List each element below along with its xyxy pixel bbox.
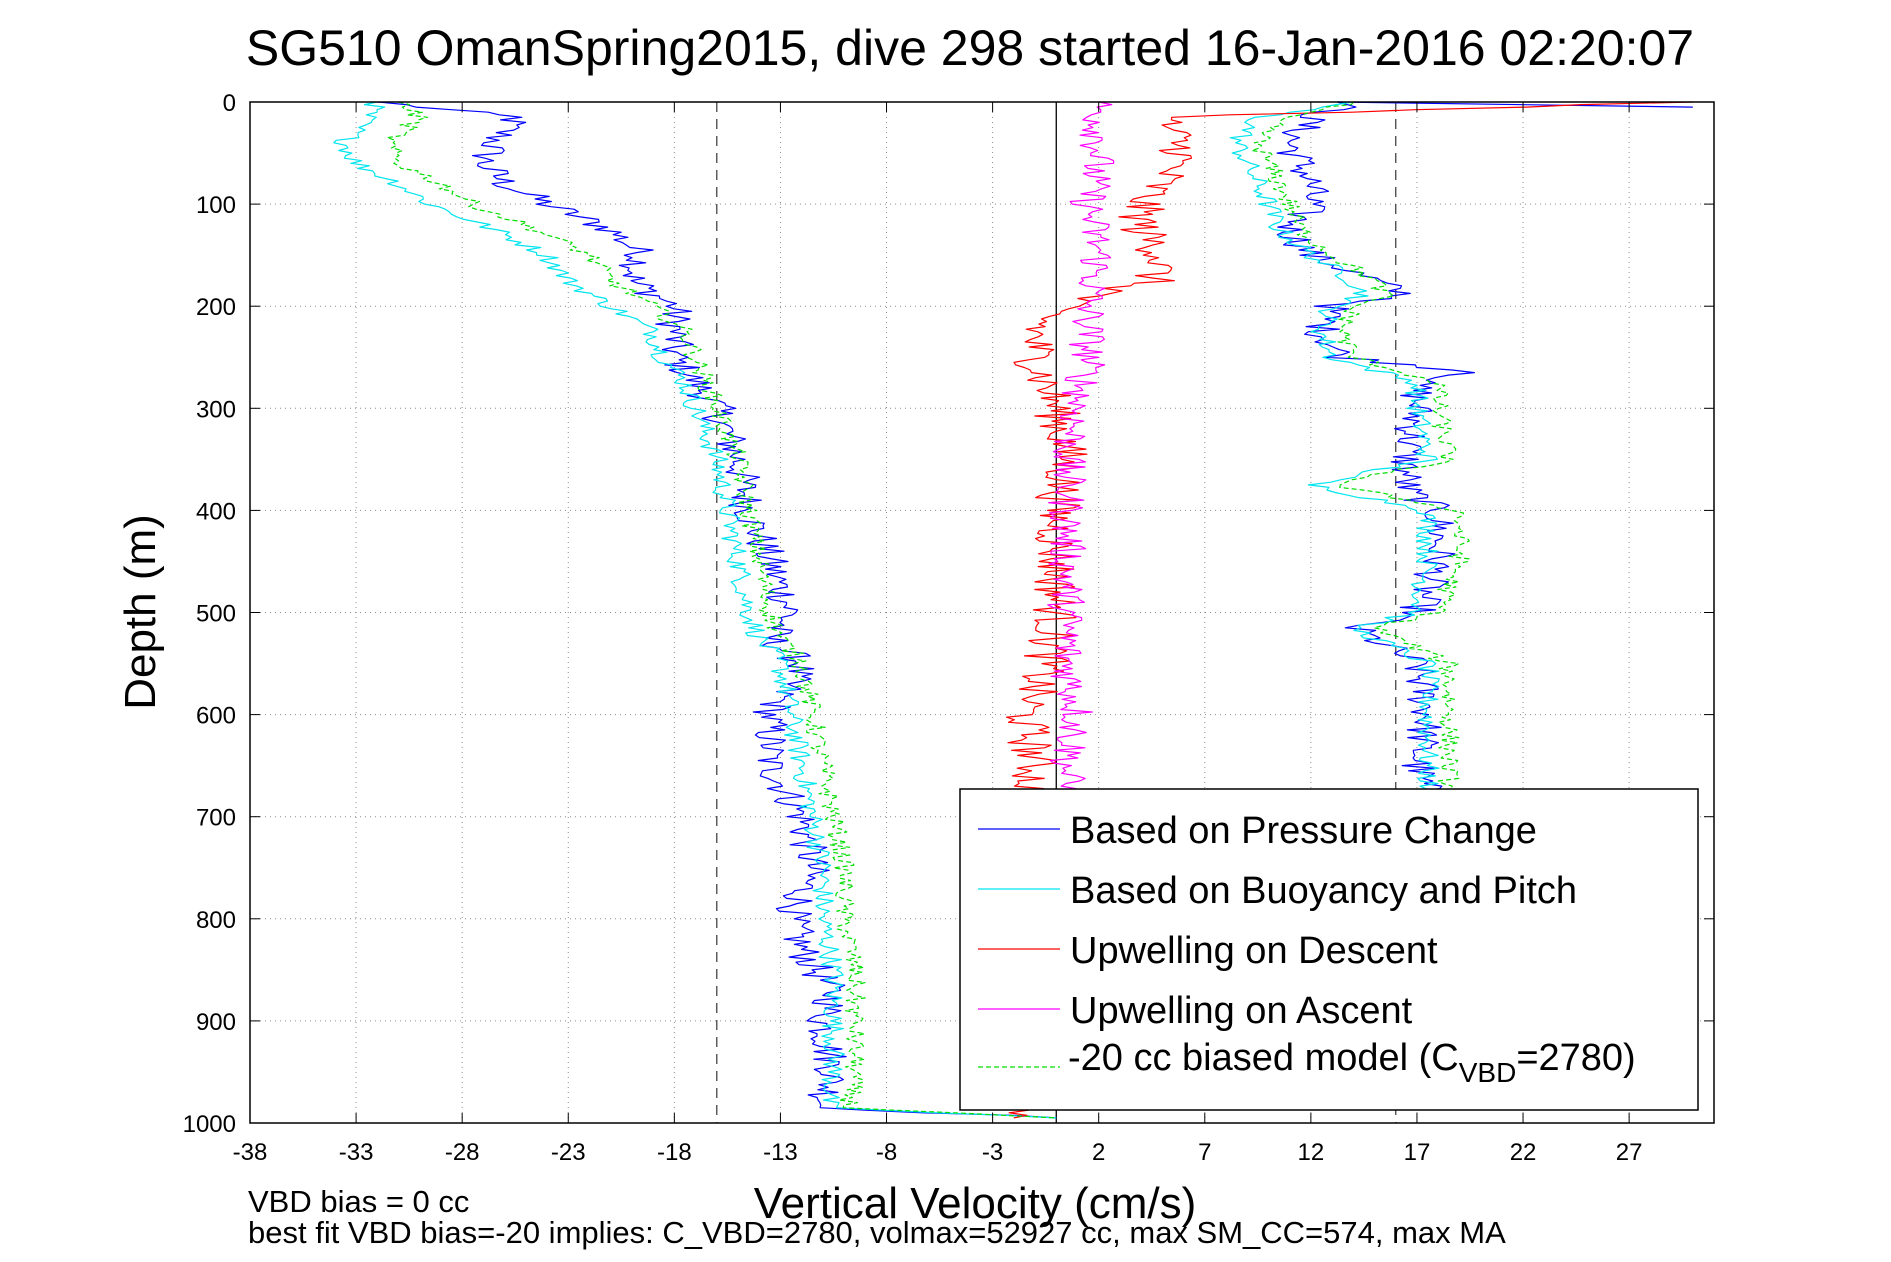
x-tick-label: -23 — [551, 1139, 586, 1166]
y-tick-label: 1000 — [183, 1111, 236, 1138]
legend: Based on Pressure Change Based on Buoyan… — [959, 788, 1699, 1111]
y-tick-label: 200 — [196, 294, 236, 321]
best-fit-note: best fit VBD bias=-20 implies: C_VBD=278… — [248, 1215, 1506, 1250]
y-tick-label: 900 — [196, 1009, 236, 1036]
x-tick-label: 22 — [1510, 1139, 1537, 1166]
x-tick-label: 17 — [1404, 1139, 1431, 1166]
y-tick-label: 700 — [196, 805, 236, 832]
chart-title: SG510 OmanSpring2015, dive 298 started 1… — [246, 20, 1694, 76]
series-line-1-branch-0 — [333, 101, 1057, 1119]
x-tick-label: -18 — [657, 1139, 692, 1166]
y-axis-ticks: 0 100 200 300 400 500 600 700 800 900 1000 — [183, 90, 1714, 1138]
y-tick-label: 400 — [196, 498, 236, 525]
series-4 — [386, 101, 1470, 1119]
y-tick-label: 300 — [196, 396, 236, 423]
x-tick-label: 27 — [1616, 1139, 1643, 1166]
x-tick-label: -3 — [982, 1139, 1003, 1166]
x-tick-label: -33 — [339, 1139, 374, 1166]
y-axis-label: Depth (m) — [116, 514, 165, 710]
y-tick-label: 0 — [223, 90, 236, 117]
y-tick-label: 500 — [196, 601, 236, 628]
y-tick-label: 600 — [196, 703, 236, 730]
legend-model-prefix: -20 cc biased model (C — [1068, 1037, 1459, 1079]
x-tick-label: -28 — [445, 1139, 480, 1166]
series-line-1-branch-1 — [1229, 101, 1440, 838]
legend-label-descent: Upwelling on Descent — [1070, 930, 1438, 972]
series-3 — [1047, 101, 1115, 808]
legend-model-subscript: VBD — [1459, 1057, 1517, 1088]
x-tick-label: -8 — [876, 1139, 897, 1166]
series-line-0-branch-0 — [377, 101, 1057, 1119]
legend-label-buoyancy: Based on Buoyancy and Pitch — [1070, 870, 1577, 912]
x-tick-label: -13 — [763, 1139, 798, 1166]
series-line-0-branch-1 — [1276, 101, 1693, 838]
x-tick-label: 2 — [1092, 1139, 1105, 1166]
x-axis-label: Vertical Velocity (cm/s) — [754, 1179, 1197, 1228]
series-layer — [333, 101, 1693, 1119]
legend-label-model: -20 cc biased model (CVBD=2780) — [1068, 1037, 1636, 1088]
legend-model-suffix: =2780) — [1516, 1037, 1635, 1079]
x-tick-label: 12 — [1298, 1139, 1325, 1166]
series-line-4-branch-1 — [1251, 101, 1470, 838]
y-tick-label: 800 — [196, 907, 236, 934]
x-tick-label: -38 — [233, 1139, 268, 1166]
series-line-3-branch-0 — [1047, 101, 1115, 808]
x-tick-label: 7 — [1198, 1139, 1211, 1166]
y-tick-label: 100 — [196, 192, 236, 219]
legend-box — [959, 788, 1699, 1111]
series-0 — [377, 101, 1693, 1119]
series-line-4-branch-0 — [386, 101, 1057, 1119]
series-1 — [333, 101, 1440, 1119]
x-axis-ticks: -38 -33 -28 -23 -18 -13 -8 -3 2 7 12 17 22 27 — [233, 102, 1643, 1166]
legend-label-ascent: Upwelling on Ascent — [1070, 990, 1413, 1032]
vbd-bias-note: VBD bias = 0 cc — [248, 1184, 470, 1219]
legend-label-pressure: Based on Pressure Change — [1070, 810, 1537, 852]
